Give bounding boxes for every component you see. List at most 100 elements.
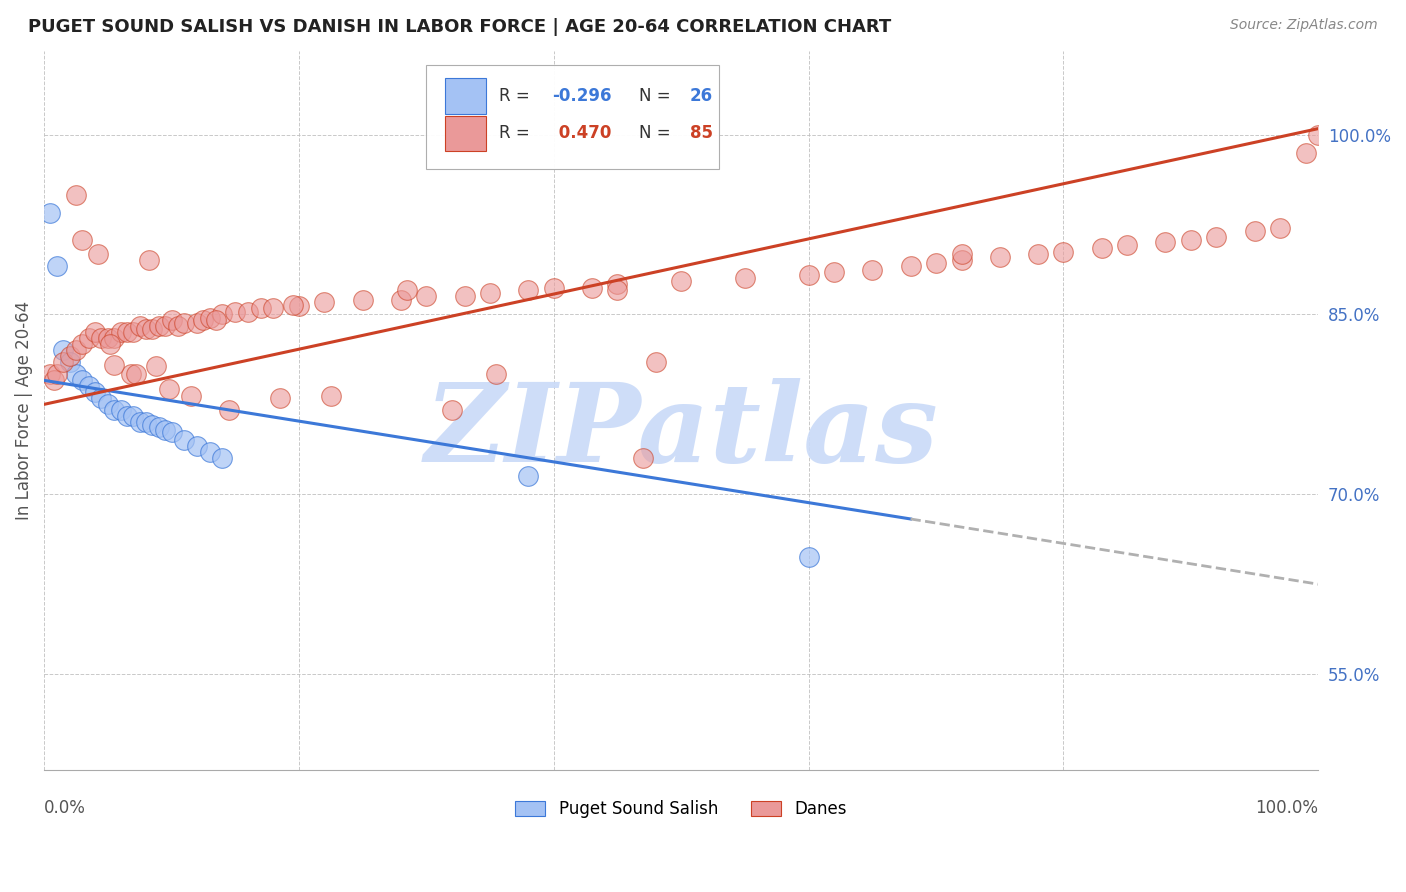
Point [389,293,412,307]
Point [669,274,692,288]
Point [186,439,208,453]
Legend: Puget Sound Salish, Danes: Puget Sound Salish, Danes [508,792,855,826]
Point [205,313,228,327]
Point [193,313,215,327]
Text: ZIPatlas: ZIPatlas [425,378,938,485]
Point [224,305,246,319]
Point [485,368,508,382]
Point [58,350,80,364]
Point [39,205,62,219]
Point [90,331,112,345]
Point [84,385,107,400]
Point [103,331,125,345]
Point [1116,238,1139,252]
Point [148,420,170,434]
Point [415,289,437,303]
Point [249,301,271,316]
Point [581,281,603,295]
Point [103,403,125,417]
Point [1243,223,1265,237]
Point [160,425,183,439]
Text: N =: N = [640,124,676,143]
Point [86,247,108,261]
Point [281,298,304,312]
Text: N =: N = [640,87,676,105]
Point [319,389,342,403]
Point [988,250,1011,264]
Point [45,260,67,274]
Point [128,319,150,334]
Point [734,271,756,285]
Point [211,307,233,321]
Point [65,368,87,382]
Point [1154,235,1177,250]
Point [122,326,145,340]
Point [52,355,75,369]
Point [453,289,475,303]
Text: PUGET SOUND SALISH VS DANISH IN LABOR FORCE | AGE 20-64 CORRELATION CHART: PUGET SOUND SALISH VS DANISH IN LABOR FO… [28,18,891,36]
Point [173,316,195,330]
Point [479,285,502,300]
Text: 0.470: 0.470 [553,124,610,143]
Point [153,319,176,334]
Text: R =: R = [499,124,536,143]
Point [65,187,87,202]
Point [138,253,160,268]
Point [211,451,233,466]
Point [180,389,202,403]
Point [198,311,221,326]
Point [823,265,845,279]
Point [72,373,94,387]
Point [198,445,221,459]
Point [77,331,100,345]
Point [153,423,176,437]
Point [77,379,100,393]
Point [288,299,311,313]
Point [110,326,132,340]
Point [269,392,291,406]
Point [97,331,120,345]
Text: 100.0%: 100.0% [1256,798,1319,817]
Point [97,397,120,411]
Point [148,319,170,334]
Point [262,301,284,316]
Point [440,403,463,417]
Point [98,337,121,351]
FancyBboxPatch shape [426,65,720,169]
Point [167,319,190,334]
Point [900,260,922,274]
Point [115,326,138,340]
Point [925,256,948,270]
Point [1295,145,1317,160]
Point [396,284,419,298]
Point [1180,233,1202,247]
Y-axis label: In Labor Force | Age 20-64: In Labor Force | Age 20-64 [15,301,32,520]
Point [543,281,565,295]
Point [606,284,628,298]
Point [173,434,195,448]
Point [58,355,80,369]
Point [52,343,75,358]
Point [517,469,540,483]
Point [44,373,66,387]
Point [860,263,883,277]
Point [125,368,148,382]
Point [72,337,94,351]
Point [644,355,666,369]
Point [1026,247,1049,261]
Point [950,247,973,261]
FancyBboxPatch shape [446,78,486,113]
Point [72,233,94,247]
Point [797,268,820,282]
Point [141,417,163,432]
Point [135,415,157,429]
Point [115,409,138,424]
Point [45,368,67,382]
Point [950,253,973,268]
Point [517,284,540,298]
Point [797,549,820,564]
Point [1091,242,1114,256]
Point [103,358,125,372]
Point [631,451,654,466]
Point [120,368,142,382]
